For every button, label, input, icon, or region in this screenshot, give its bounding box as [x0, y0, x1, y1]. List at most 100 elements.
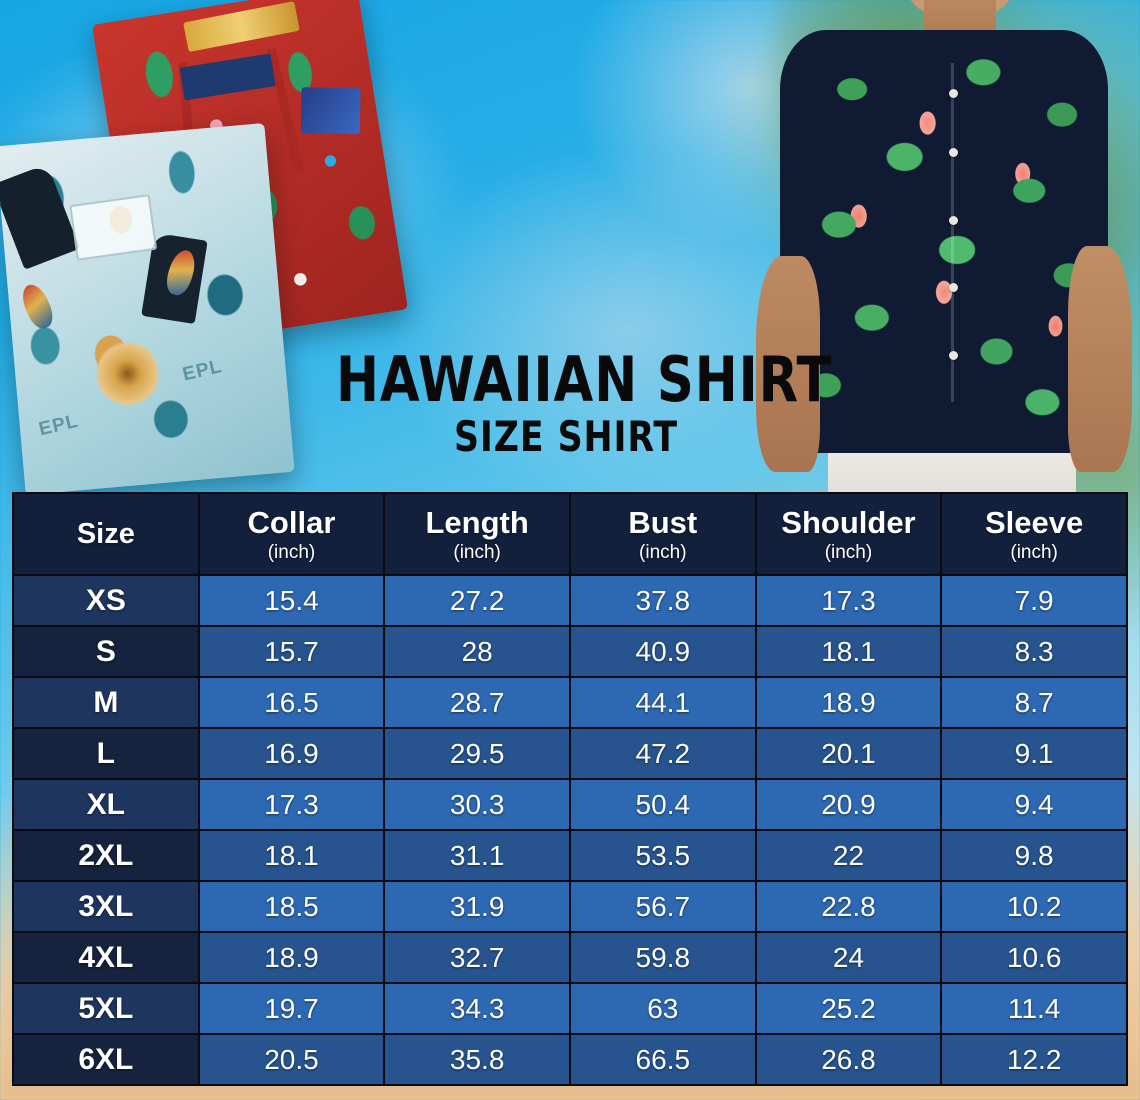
cell-sleeve: 9.1	[942, 729, 1126, 778]
header-unit-collar: (inch)	[267, 541, 316, 563]
cell-sleeve: 8.3	[942, 627, 1126, 676]
table-row: L 16.9 29.5 47.2 20.1 9.1	[14, 729, 1126, 778]
cell-collar: 18.9	[199, 933, 384, 982]
cell-length: 32.7	[385, 933, 569, 982]
cell-sleeve: 9.4	[942, 780, 1126, 829]
cell-shoulder: 22	[756, 831, 941, 880]
cell-bust: 47.2	[570, 729, 755, 778]
size-table-container: Size Collar (inch) Length (inch) Bust (i…	[12, 492, 1128, 1086]
cell-size: 5XL	[14, 984, 198, 1033]
cell-collar: 16.5	[199, 678, 384, 727]
column-header-size: Size	[14, 494, 198, 574]
cell-length: 31.1	[385, 831, 569, 880]
header-label-bust: Bust	[628, 504, 698, 540]
cell-sleeve: 10.6	[942, 933, 1126, 982]
cell-length: 29.5	[385, 729, 569, 778]
model-left-arm	[756, 255, 820, 473]
model-flamingo-shirt	[780, 29, 1108, 453]
cell-size: XS	[14, 576, 198, 625]
cell-bust: 66.5	[570, 1035, 755, 1084]
header-label-sleeve: Sleeve	[985, 504, 1084, 540]
model-photo	[740, 0, 1140, 492]
cell-bust: 50.4	[570, 780, 755, 829]
table-header-row: Size Collar (inch) Length (inch) Bust (i…	[14, 494, 1126, 574]
table-row: 3XL 18.5 31.9 56.7 22.8 10.2	[14, 882, 1126, 931]
cell-shoulder: 18.1	[756, 627, 941, 676]
cell-sleeve: 10.2	[942, 882, 1126, 931]
cell-length: 28	[385, 627, 569, 676]
cell-length: 31.9	[385, 882, 569, 931]
table-row: M 16.5 28.7 44.1 18.9 8.7	[14, 678, 1126, 727]
table-row: 2XL 18.1 31.1 53.5 22 9.8	[14, 831, 1126, 880]
cell-size: L	[14, 729, 198, 778]
cell-bust: 59.8	[570, 933, 755, 982]
header-label-shoulder: Shoulder	[781, 504, 916, 540]
cell-shoulder: 22.8	[756, 882, 941, 931]
cell-shoulder: 26.8	[756, 1035, 941, 1084]
cell-size: XL	[14, 780, 198, 829]
cell-length: 30.3	[385, 780, 569, 829]
header-unit-length: (inch)	[453, 541, 501, 563]
blue-shirt-pocket	[69, 194, 158, 261]
table-row: XS 15.4 27.2 37.8 17.3 7.9	[14, 576, 1126, 625]
table-row: XL 17.3 30.3 50.4 20.9 9.4	[14, 780, 1126, 829]
column-header-shoulder: Shoulder (inch)	[756, 494, 941, 574]
table-row: 4XL 18.9 32.7 59.8 24 10.6	[14, 933, 1126, 982]
shirt-button-3	[948, 215, 958, 225]
table-row: 6XL 20.5 35.8 66.5 26.8 12.2	[14, 1035, 1126, 1084]
cell-length: 35.8	[385, 1035, 569, 1084]
table-row: S 15.7 28 40.9 18.1 8.3	[14, 627, 1126, 676]
header-label-length: Length	[425, 504, 529, 540]
cell-shoulder: 20.1	[756, 729, 941, 778]
red-shirt-sleeve-logo	[300, 87, 361, 135]
cell-collar: 17.3	[199, 780, 384, 829]
size-table-head: Size Collar (inch) Length (inch) Bust (i…	[14, 494, 1126, 574]
cell-bust: 63	[570, 984, 755, 1033]
shirt-button-4	[948, 283, 958, 293]
cell-shoulder: 20.9	[756, 780, 941, 829]
model-right-arm	[1068, 246, 1132, 473]
shirt-button-1	[948, 88, 958, 98]
cell-bust: 56.7	[570, 882, 755, 931]
cell-length: 27.2	[385, 576, 569, 625]
column-header-bust: Bust (inch)	[570, 494, 755, 574]
cell-collar: 15.7	[199, 627, 384, 676]
blue-shirt-print-text-2: EPL	[181, 355, 225, 386]
cell-shoulder: 18.9	[756, 678, 941, 727]
cell-bust: 53.5	[570, 831, 755, 880]
cell-shoulder: 24	[756, 933, 941, 982]
cell-collar: 19.7	[199, 984, 384, 1033]
cell-collar: 20.5	[199, 1035, 384, 1084]
cell-sleeve: 7.9	[942, 576, 1126, 625]
blue-shirt-hibiscus	[93, 336, 162, 412]
cell-sleeve: 12.2	[942, 1035, 1126, 1084]
table-row: 5XL 19.7 34.3 63 25.2 11.4	[14, 984, 1126, 1033]
column-header-sleeve: Sleeve (inch)	[942, 494, 1126, 574]
column-header-length: Length (inch)	[385, 494, 569, 574]
header-label-collar: Collar	[247, 504, 336, 540]
shirt-button-5	[948, 351, 958, 361]
header-unit-shoulder: (inch)	[824, 541, 873, 563]
header-unit-bust: (inch)	[639, 541, 687, 563]
folded-blue-shirt: EPL EPL	[0, 122, 295, 496]
cell-bust: 37.8	[570, 576, 755, 625]
cell-shoulder: 17.3	[756, 576, 941, 625]
cell-size: 4XL	[14, 933, 198, 982]
cell-sleeve: 11.4	[942, 984, 1126, 1033]
folded-shirts-photo: EPL EPL	[0, 0, 409, 496]
cell-bust: 44.1	[570, 678, 755, 727]
cell-shoulder: 25.2	[756, 984, 941, 1033]
cell-collar: 16.9	[199, 729, 384, 778]
cell-size: S	[14, 627, 198, 676]
cell-collar: 18.5	[199, 882, 384, 931]
cell-sleeve: 9.8	[942, 831, 1126, 880]
column-header-collar: Collar (inch)	[199, 494, 384, 574]
cell-size: 2XL	[14, 831, 198, 880]
red-shirt-collar-label	[183, 1, 300, 52]
header-label-size: Size	[76, 517, 135, 550]
cell-size: M	[14, 678, 198, 727]
shirt-button-2	[948, 147, 958, 157]
cell-length: 34.3	[385, 984, 569, 1033]
header-unit-sleeve: (inch)	[1010, 541, 1058, 563]
